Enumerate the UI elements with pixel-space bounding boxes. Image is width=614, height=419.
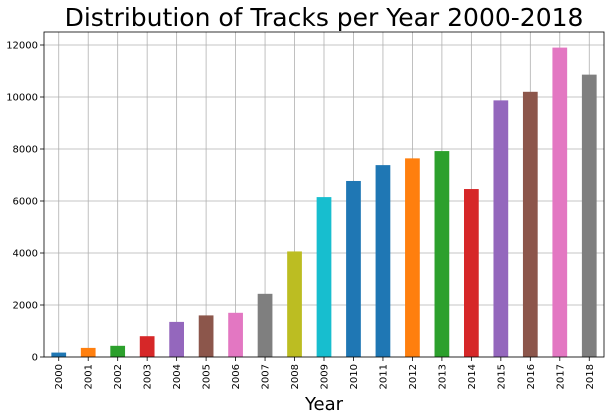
bar-2000 xyxy=(51,352,67,357)
bar-2013 xyxy=(434,151,450,357)
bar-2015 xyxy=(493,100,509,357)
x-tick-label-2008: 2008 xyxy=(290,364,301,389)
bar-2001 xyxy=(80,347,96,357)
x-tick-label-2006: 2006 xyxy=(231,364,242,389)
x-axis-label: Year xyxy=(304,394,344,415)
x-tick-label-2004: 2004 xyxy=(172,364,183,389)
bar-2002 xyxy=(110,345,126,357)
x-tick-label-2007: 2007 xyxy=(261,364,272,389)
chart-title: Distribution of Tracks per Year 2000-201… xyxy=(65,3,584,32)
bar-2017 xyxy=(552,47,568,357)
bar-2003 xyxy=(139,336,155,357)
y-tick-label-5: 10000 xyxy=(6,93,38,104)
x-axis: 2000 2001 2002 2003 2004 2005 2006 2007 2008 2009… xyxy=(54,357,596,389)
y-tick-label-2: 4000 xyxy=(13,249,38,260)
x-tick-label-2009: 2009 xyxy=(320,364,331,389)
y-tick-label-0: 0 xyxy=(32,353,38,364)
x-tick-label-2015: 2015 xyxy=(496,364,507,389)
x-tick-label-2011: 2011 xyxy=(378,364,389,389)
x-tick-label-2002: 2002 xyxy=(113,364,124,389)
x-tick-label-2018: 2018 xyxy=(585,364,596,389)
x-tick-label-2005: 2005 xyxy=(202,364,213,389)
x-tick-label-2012: 2012 xyxy=(408,364,419,389)
bar-2008 xyxy=(287,251,302,357)
x-tick-label-2010: 2010 xyxy=(349,364,360,389)
bar-2006 xyxy=(228,312,243,357)
x-tick-label-2016: 2016 xyxy=(526,364,537,389)
y-tick-label-6: 12000 xyxy=(6,41,38,52)
x-tick-label-2014: 2014 xyxy=(467,364,478,389)
y-axis: 0 2000 4000 6000 8000 10000 12000 xyxy=(6,41,44,364)
y-tick-label-4: 8000 xyxy=(13,145,38,156)
y-tick-label-1: 2000 xyxy=(13,301,38,312)
bar-2004 xyxy=(169,321,184,357)
bar-2007 xyxy=(257,293,273,357)
bar-2016 xyxy=(522,91,538,358)
x-tick-label-2017: 2017 xyxy=(555,364,566,389)
x-tick-label-2001: 2001 xyxy=(84,364,95,389)
bars xyxy=(51,47,597,358)
bar-2012 xyxy=(405,158,420,357)
bar-2011 xyxy=(375,165,391,357)
x-tick-label-2003: 2003 xyxy=(143,364,154,389)
bar-2009 xyxy=(316,197,332,357)
x-tick-label-2013: 2013 xyxy=(437,364,448,389)
bar-2018 xyxy=(581,74,597,357)
bar-2014 xyxy=(464,189,479,357)
x-tick-label-2000: 2000 xyxy=(54,364,65,389)
bar-2010 xyxy=(346,180,361,357)
y-tick-label-3: 6000 xyxy=(13,197,38,208)
bar-2005 xyxy=(198,315,214,357)
